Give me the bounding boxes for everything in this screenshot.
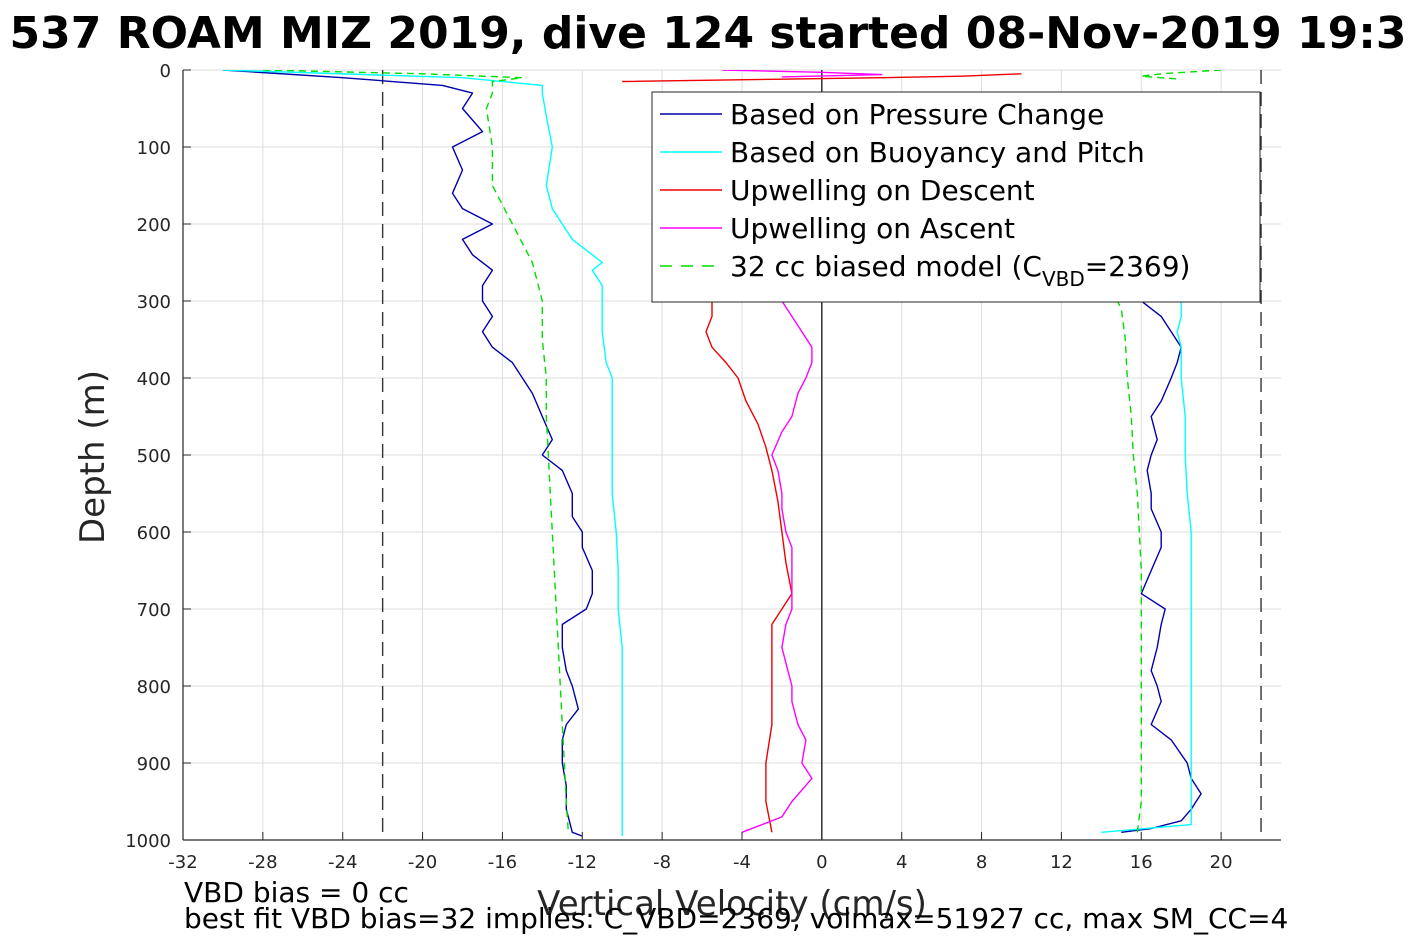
y-tick-label: 100 [137, 138, 171, 159]
x-tick-label: -8 [653, 852, 671, 873]
x-tick-label: -20 [408, 852, 437, 873]
y-tick-label: 500 [137, 446, 171, 467]
x-tick-label: 16 [1130, 852, 1153, 873]
legend-label: Upwelling on Ascent [730, 212, 1015, 245]
series-3 [622, 73, 1022, 833]
legend-label: Upwelling on Descent [730, 174, 1035, 207]
x-tick-label: -4 [733, 852, 751, 873]
x-tick-label: -12 [568, 852, 597, 873]
legend-label: 32 cc biased model (CVBD=2369) [730, 250, 1190, 291]
series-line [222, 70, 623, 837]
y-axis-label: Depth (m) [73, 370, 113, 544]
series-2 [222, 70, 1192, 837]
legend-label: Based on Pressure Change [730, 98, 1104, 131]
y-tick-label: 0 [160, 61, 171, 82]
y-tick-label: 600 [137, 523, 171, 544]
legend-box [651, 91, 1261, 303]
x-axis-ticks: -32 -28 -24 -20 -16 -12 -8 -4 0 4 8 12 16 20 [168, 832, 1233, 873]
y-tick-label: 200 [137, 215, 171, 236]
x-tick-label: 12 [1050, 852, 1073, 873]
x-tick-label: -32 [168, 852, 197, 873]
footer-line-1: VBD bias = 0 cc [184, 876, 409, 909]
series-line [1140, 70, 1222, 80]
series-line [262, 70, 569, 833]
series-line [222, 70, 593, 837]
y-tick-label: 900 [137, 754, 171, 775]
series-line [1116, 300, 1143, 833]
chart-title: 537 ROAM MIZ 2019, dive 124 started 08-N… [10, 8, 1407, 59]
x-tick-label: -24 [328, 852, 357, 873]
x-tick-label: -16 [488, 852, 517, 873]
legend-label: Based on Buoyancy and Pitch [730, 136, 1145, 169]
legend: Based on Pressure Change Based on Buoyanc… [651, 91, 1261, 303]
x-tick-label: 0 [816, 852, 827, 873]
y-tick-label: 1000 [125, 831, 171, 852]
y-axis-ticks: 0 100 200 300 400 500 600 700 800 900 1000 [125, 61, 191, 852]
series-line [741, 300, 813, 833]
x-tick-label: 4 [896, 852, 907, 873]
y-tick-label: 800 [137, 677, 171, 698]
y-tick-label: 400 [137, 369, 171, 390]
x-tick-label: 8 [976, 852, 987, 873]
x-axis-label: Vertical Velocity (cm/s) [537, 884, 927, 924]
series-4 [721, 70, 883, 833]
series-line [622, 73, 1022, 83]
y-tick-label: 300 [137, 292, 171, 313]
series-5 [262, 70, 1222, 833]
series-group [222, 70, 1222, 837]
series-line [1101, 301, 1192, 833]
series-line [705, 301, 793, 833]
series-1 [222, 70, 1202, 837]
series-line [721, 70, 883, 78]
footer-line-2: best fit VBD bias=32 implies: C_VBD=2369… [184, 902, 1288, 935]
x-tick-label: 20 [1210, 852, 1233, 873]
x-tick-label: -28 [248, 852, 277, 873]
y-tick-label: 700 [137, 600, 171, 621]
series-line [1121, 300, 1202, 833]
